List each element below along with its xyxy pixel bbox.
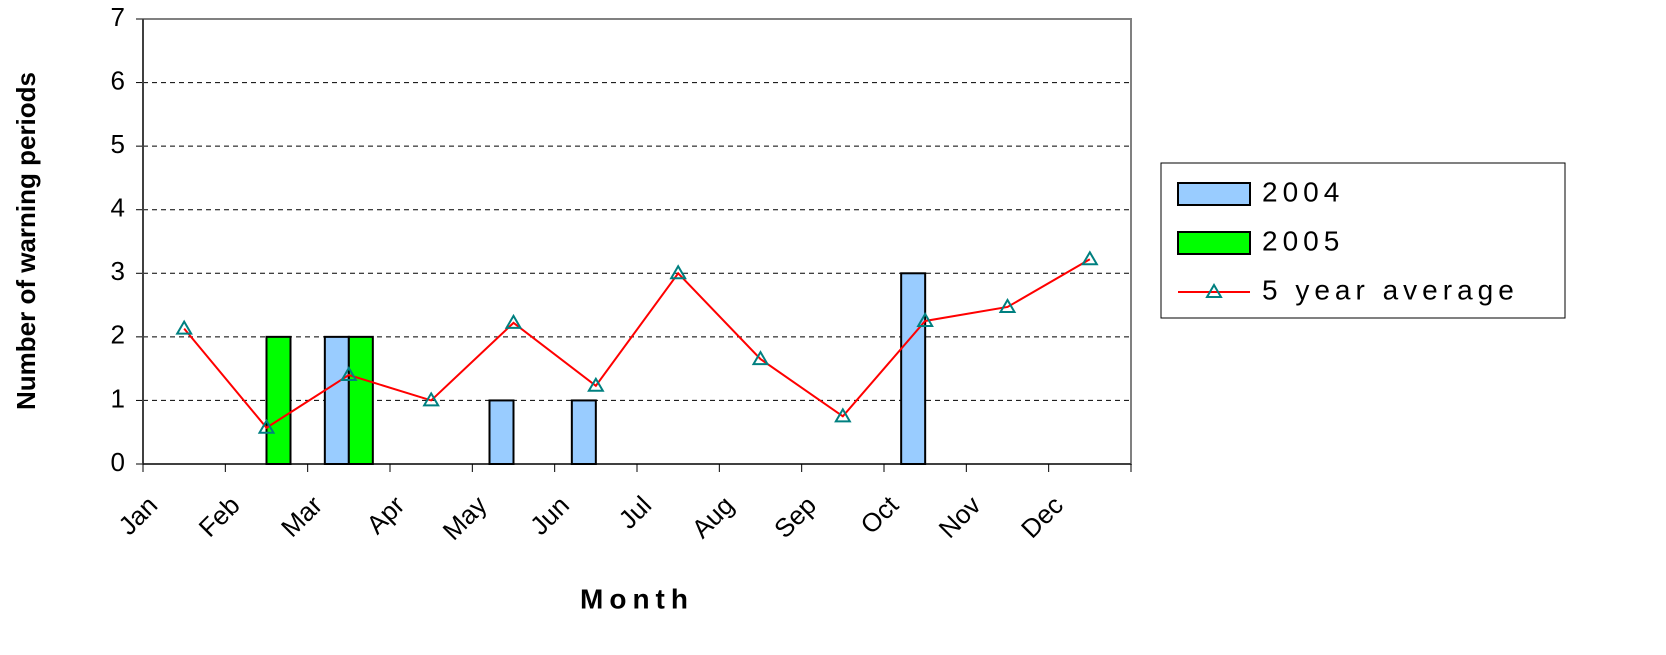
y-tick-label: 0 — [111, 447, 125, 477]
marker — [834, 407, 852, 423]
legend-label: 2004 — [1262, 176, 1344, 207]
x-tick-label: Nov — [933, 490, 987, 544]
y-tick-label: 6 — [111, 65, 125, 95]
x-tick-label: Jan — [112, 490, 163, 541]
y-tick-label: 5 — [111, 129, 125, 159]
y-tick-label: 2 — [111, 320, 125, 350]
y-tick-label: 7 — [111, 2, 125, 32]
legend-label: 5 year average — [1262, 274, 1519, 305]
marker — [751, 350, 770, 366]
marker — [175, 319, 193, 335]
x-tick-label: Apr — [360, 490, 410, 540]
marker — [587, 376, 605, 392]
x-tick-label: Jul — [613, 490, 658, 535]
x-tick-label: Mar — [275, 490, 328, 543]
marker — [1081, 250, 1099, 266]
marker — [669, 264, 687, 280]
y-axis-title: Number of warning periods — [11, 72, 41, 410]
y-tick-label: 4 — [111, 193, 125, 223]
marker — [504, 313, 523, 329]
marker — [998, 297, 1017, 313]
x-tick-label: Aug — [686, 490, 740, 544]
x-tick-label: Sep — [768, 490, 822, 544]
x-tick-label: Feb — [193, 490, 246, 543]
legend-swatch — [1177, 182, 1251, 206]
x-tick-label: Oct — [854, 489, 904, 539]
bar — [488, 399, 515, 465]
marker — [422, 391, 440, 407]
x-axis-title: Month — [580, 583, 694, 614]
bar — [323, 335, 350, 466]
y-tick-label: 1 — [111, 383, 125, 413]
bar — [570, 399, 597, 465]
line — [183, 258, 1091, 430]
bar — [900, 272, 927, 465]
x-tick-label: Jun — [524, 490, 575, 541]
x-tick-label: Dec — [1015, 490, 1069, 544]
legend-swatch — [1177, 231, 1251, 255]
x-tick-label: May — [437, 490, 493, 546]
bar — [347, 335, 374, 466]
y-tick-label: 3 — [111, 256, 125, 286]
marker — [340, 366, 358, 381]
marker — [916, 311, 934, 327]
legend-label: 2005 — [1262, 225, 1344, 256]
bar — [265, 335, 292, 466]
legend-marker — [1205, 283, 1223, 298]
marker — [257, 418, 276, 434]
